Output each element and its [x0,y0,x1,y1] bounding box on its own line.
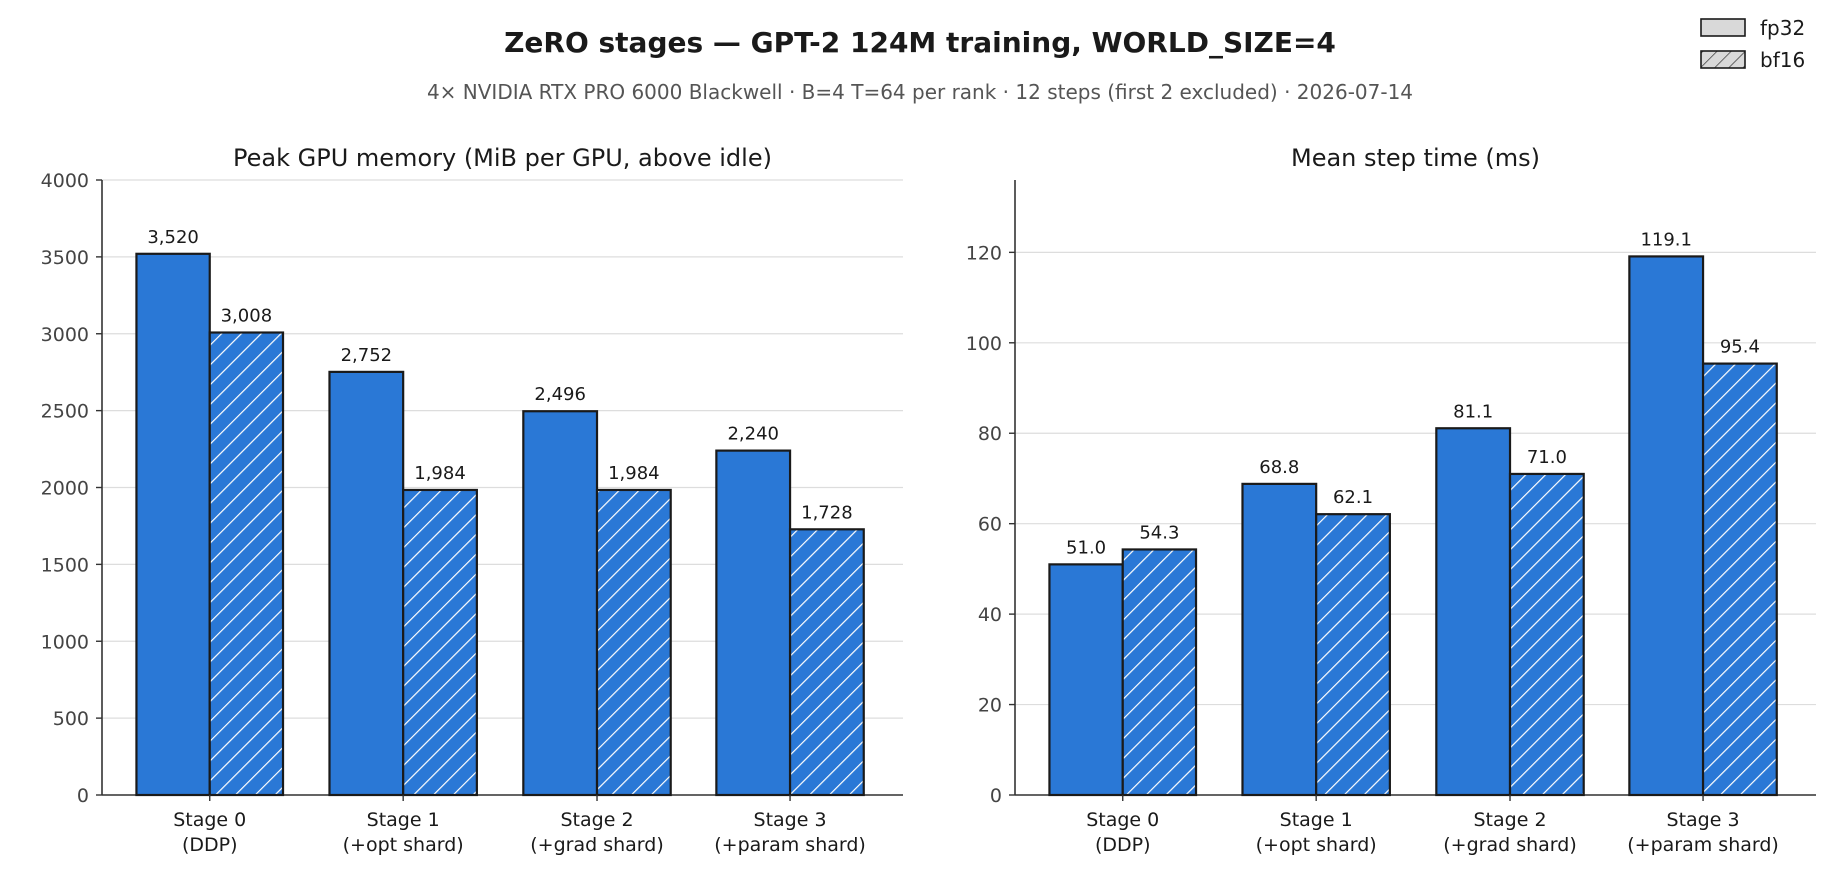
memory-y-tick-label: 3000 [41,324,89,346]
step-time-bar-bf16 [1121,548,1198,797]
chart-title: ZeRO stages — GPT-2 124M training, WORLD… [504,26,1336,59]
step-time-panel-title: Mean step time (ms) [1291,144,1540,172]
step-time-panel: Mean step time (ms) 0 20 40 60 80 100 120 51.0 54… [966,144,1816,856]
memory-bar-fp32 [328,370,405,797]
step-time-y-tick-label: 60 [978,514,1002,536]
memory-y-tick-label: 1000 [41,631,89,653]
step-time-y-tick-label: 100 [966,333,1002,355]
step-time-bar-bf16 [1508,472,1585,797]
memory-bar-bf16 [788,528,865,797]
step-time-bar-fp32 [1628,255,1705,797]
memory-bar-bf16 [402,488,478,797]
step-time-y-tick-label: 20 [978,695,1002,717]
memory-data-label: 2,752 [341,345,393,366]
memory-y-tick-label: 500 [53,708,89,730]
memory-data-label: 1,984 [608,463,660,484]
memory-x-tick-label: (+param shard) [714,834,866,856]
step-time-data-label: 71.0 [1527,447,1567,468]
memory-data-label: 1,984 [414,463,466,484]
legend: fp32 bf16 [1700,16,1805,72]
legend-swatch-bf16 [1700,50,1746,69]
step-time-y-tick-label: 40 [978,604,1002,626]
memory-y-tick-label: 2000 [41,478,89,500]
chart-subtitle: 4× NVIDIA RTX PRO 6000 Blackwell · B=4 T… [427,80,1413,104]
memory-bar-bf16 [595,488,672,797]
step-time-data-label: 95.4 [1720,337,1760,358]
memory-data-label: 2,496 [534,384,586,405]
memory-y-tick-label: 3500 [41,247,89,269]
memory-x-tick-label: (+opt shard) [343,834,464,856]
memory-bar-fp32 [715,449,792,797]
step-time-bar-fp32 [1435,427,1512,797]
step-time-y-tick-label: 80 [978,423,1002,445]
step-time-data-label: 119.1 [1640,229,1692,250]
step-time-x-tick-label: (+param shard) [1627,834,1779,856]
memory-x-tick-label: (+grad shard) [530,834,663,856]
memory-data-label: 3,520 [147,227,199,248]
memory-bar-bf16 [208,331,285,797]
step-time-x-tick-label: (+opt shard) [1256,834,1377,856]
step-time-x-tick-label: (+grad shard) [1443,834,1576,856]
memory-y-tick-label: 2500 [41,401,89,423]
step-time-bar-fp32 [1048,563,1124,797]
legend-swatch-fp32 [1700,18,1746,37]
legend-label-fp32: fp32 [1760,16,1805,40]
memory-x-tick-label: Stage 0 [173,809,246,831]
memory-x-tick-label: (DDP) [182,834,238,856]
memory-bar-fp32 [522,410,599,797]
step-time-y-tick-label: 120 [966,242,1002,264]
memory-data-label: 3,008 [221,306,273,327]
memory-panel-title: Peak GPU memory (MiB per GPU, above idle… [233,144,772,172]
memory-y-tick-label: 1500 [41,554,89,576]
step-time-bar-fp32 [1241,482,1318,797]
memory-panel: Peak GPU memory (MiB per GPU, above idle… [41,144,903,856]
memory-data-label: 1,728 [801,502,853,523]
step-time-x-tick-label: Stage 2 [1474,809,1547,831]
step-time-data-label: 51.0 [1066,537,1106,558]
step-time-data-label: 68.8 [1259,457,1299,478]
step-time-data-label: 81.1 [1453,401,1493,422]
step-time-x-tick-label: Stage 0 [1086,809,1159,831]
step-time-data-label: 62.1 [1333,487,1373,508]
step-time-x-tick-label: Stage 1 [1280,809,1353,831]
memory-bar-fp32 [135,252,211,797]
step-time-bar-bf16 [1701,362,1778,797]
step-time-bar-bf16 [1315,513,1391,797]
memory-x-tick-label: Stage 2 [561,809,634,831]
step-time-x-tick-label: Stage 3 [1667,809,1740,831]
memory-x-tick-label: Stage 3 [754,809,827,831]
step-time-y-tick-label: 0 [990,785,1002,807]
memory-y-tick-label: 0 [77,785,89,807]
legend-label-bf16: bf16 [1760,48,1805,72]
step-time-data-label: 54.3 [1139,522,1179,543]
memory-x-tick-label: Stage 1 [367,809,440,831]
memory-y-tick-label: 4000 [41,170,89,192]
memory-data-label: 2,240 [727,424,779,445]
step-time-x-tick-label: (DDP) [1095,834,1151,856]
